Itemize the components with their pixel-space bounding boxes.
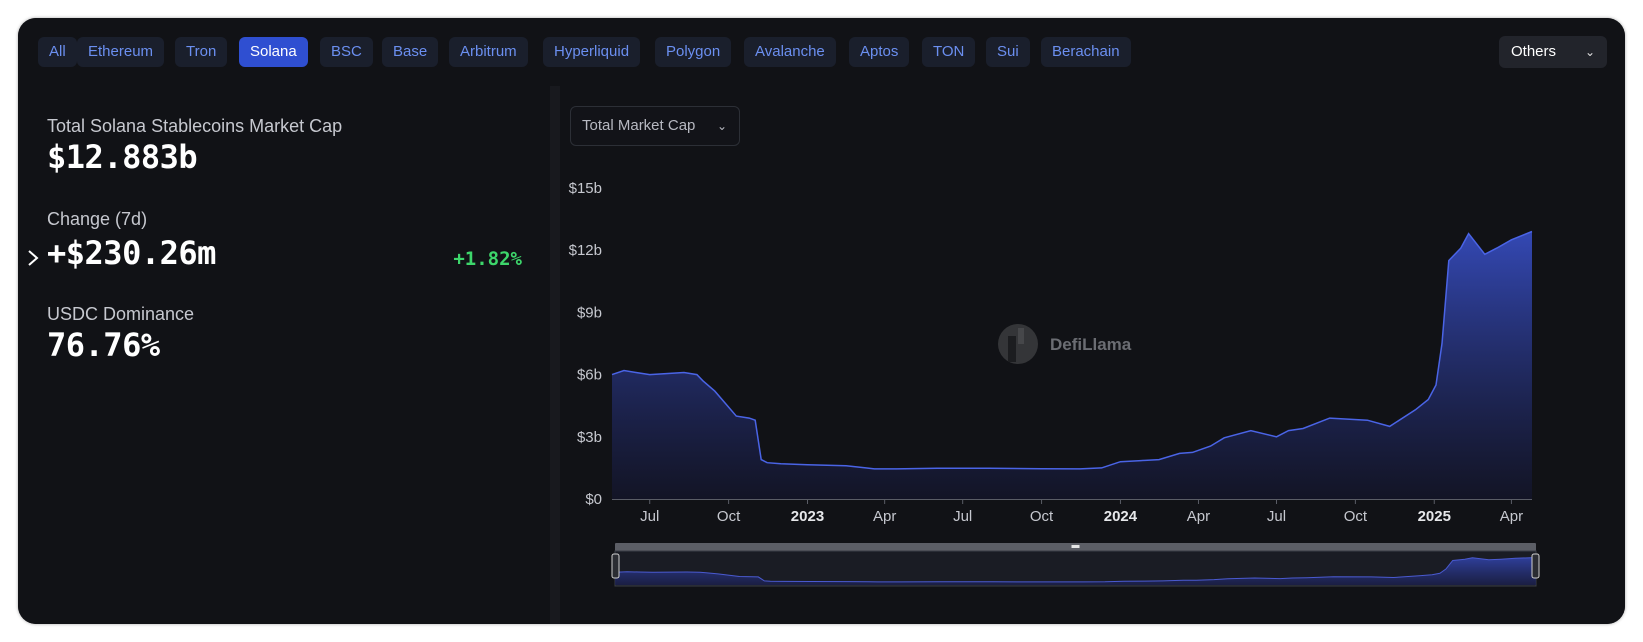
x-tick-label: 2023 (791, 508, 824, 525)
change-7d-percent: +1.82% (453, 248, 522, 270)
tab-hyperliquid[interactable]: Hyperliquid (543, 37, 641, 67)
x-tick-label: Oct (1344, 508, 1368, 525)
change-7d-label: Change (7d) (47, 209, 148, 229)
x-tick-label: Apr (1187, 508, 1210, 525)
range-slider-right-handle[interactable] (1531, 553, 1540, 579)
market-cap-line (611, 230, 1533, 470)
chevron-right-icon[interactable] (26, 248, 40, 268)
tab-ethereum[interactable]: Ethereum (77, 37, 165, 67)
y-tick-label: $0 (585, 491, 602, 508)
tab-arbitrum[interactable]: Arbitrum (449, 37, 528, 67)
range-slider-preview-line (614, 557, 1537, 583)
x-tick-label: Oct (1030, 508, 1054, 525)
total-mcap-value: $12.883b (47, 138, 198, 176)
tab-polygon[interactable]: Polygon (655, 37, 732, 67)
x-tick-label: Apr (1500, 508, 1523, 525)
tab-sui[interactable]: Sui (986, 37, 1030, 67)
watermark-text: DefiLlama (1050, 335, 1132, 354)
tab-avalanche[interactable]: Avalanche (744, 37, 836, 67)
y-tick-label: $9b (577, 304, 602, 321)
tab-berachain[interactable]: Berachain (1041, 37, 1131, 67)
stats-panel: Total Solana Stablecoins Market Cap $12.… (18, 86, 550, 624)
stablecoins-card: All Ethereum Tron Solana BSC Base Arbitrum Hype… (18, 18, 1625, 624)
others-dropdown[interactable]: Others ⌄ (1499, 36, 1607, 68)
x-tick-label: 2025 (1418, 508, 1451, 525)
usdc-dominance-label: USDC Dominance (47, 304, 195, 324)
metric-select-label: Total Market Cap (582, 117, 696, 134)
market-cap-area (612, 231, 1532, 499)
x-tick-label: Apr (873, 508, 896, 525)
tab-base[interactable]: Base (382, 37, 439, 67)
defillama-watermark (998, 324, 1038, 364)
chain-tab-bar: All Ethereum Tron Solana BSC Base Arbitrum Hype… (18, 18, 1625, 86)
x-tick-label: 2024 (1104, 508, 1138, 525)
tab-solana[interactable]: Solana (239, 37, 308, 67)
tab-all[interactable]: All (38, 37, 77, 67)
x-tick-label: Jul (953, 508, 972, 525)
market-cap-chart: $0 $3b $6b $9b $12b $15b Jul Oct 2023 Apr Jul Oct 20… (569, 180, 1540, 587)
y-tick-label: $12b (569, 242, 602, 259)
y-tick-label: $6b (577, 367, 602, 384)
y-tick-label: $3b (577, 429, 602, 446)
tab-ton[interactable]: TON (922, 37, 976, 67)
chart-panel: $0 $3b $6b $9b $12b $15b Jul Oct 2023 Apr Jul Oct 20… (560, 86, 1625, 624)
tab-tron[interactable]: Tron (175, 37, 228, 67)
tab-bsc[interactable]: BSC (320, 37, 373, 67)
chevron-down-icon: ⌄ (716, 119, 727, 133)
tab-aptos[interactable]: Aptos (849, 37, 910, 67)
y-tick-label: $15b (569, 180, 602, 197)
change-7d-value: +$230.26m (47, 234, 216, 272)
x-tick-label: Jul (1267, 508, 1286, 525)
total-mcap-label: Total Solana Stablecoins Market Cap (47, 116, 343, 136)
x-tick-label: Jul (640, 508, 659, 525)
chevron-down-icon: ⌄ (1584, 45, 1595, 59)
usdc-dominance-value: 76.76% (47, 326, 160, 364)
metric-select[interactable]: Total Market Cap ⌄ (570, 106, 740, 146)
x-tick-label: Oct (717, 508, 741, 525)
range-slider-grip-icon[interactable] (1071, 545, 1080, 548)
others-label: Others (1511, 43, 1557, 60)
range-slider-left-handle[interactable] (611, 553, 620, 579)
